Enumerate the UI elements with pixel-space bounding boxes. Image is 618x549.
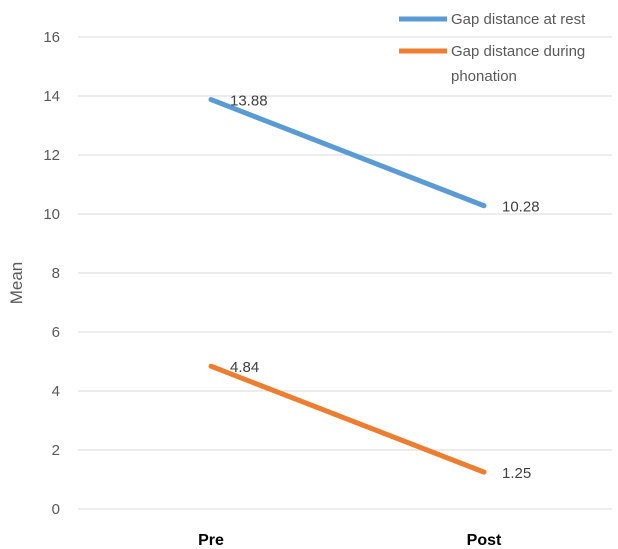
data-label: 4.84: [230, 359, 259, 376]
y-tick-label: 10: [43, 206, 60, 223]
y-tick-label: 14: [43, 88, 60, 105]
data-label: 1.25: [502, 465, 531, 482]
series-lines: [208, 97, 487, 475]
x-category-label: Post: [467, 532, 502, 549]
legend-label: Gap distance during: [451, 43, 585, 60]
gridlines: [78, 36, 612, 510]
y-axis-ticks: 0 2 4 6 8 10 12 14 16: [43, 29, 60, 518]
data-label: 10.28: [502, 199, 540, 216]
y-tick-label: 8: [52, 265, 60, 282]
y-tick-label: 12: [43, 147, 60, 164]
legend-label: Gap distance at rest: [451, 11, 586, 28]
data-labels: 13.88 10.28 4.84 1.25: [230, 93, 540, 483]
data-label: 13.88: [230, 93, 268, 110]
y-tick-label: 4: [52, 383, 60, 400]
x-category-label: Pre: [198, 532, 224, 549]
y-tick-label: 0: [52, 501, 60, 518]
series-line: [208, 97, 487, 209]
x-axis-categories: Pre Post: [198, 532, 502, 549]
legend-label: phonation: [451, 68, 517, 85]
y-tick-label: 6: [52, 324, 60, 341]
y-tick-label: 16: [43, 29, 60, 46]
y-axis-label: Mean: [7, 262, 26, 305]
legend: Gap distance at rest Gap distance during p…: [399, 11, 586, 85]
y-tick-label: 2: [52, 442, 60, 459]
series-line: [208, 363, 487, 475]
